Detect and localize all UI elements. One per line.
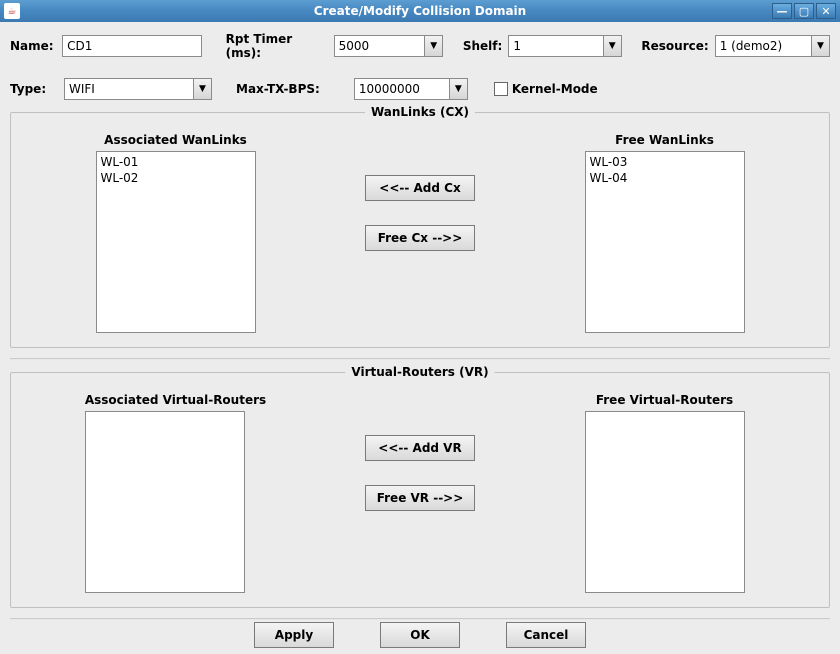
dialog-content: Name: Rpt Timer (ms): 5000 ▼ Shelf: 1 ▼ … (0, 22, 840, 654)
chevron-down-icon[interactable]: ▼ (449, 79, 467, 99)
minimize-button[interactable]: — (772, 3, 792, 19)
kernel-mode-checkbox[interactable]: Kernel-Mode (494, 82, 598, 96)
free-wanlinks-list[interactable]: WL-03WL-04 (585, 151, 745, 333)
wanlinks-buttons: <<-- Add Cx Free Cx -->> (365, 175, 475, 251)
divider (10, 358, 830, 360)
maximize-button[interactable]: ▢ (794, 3, 814, 19)
free-cx-button[interactable]: Free Cx -->> (365, 225, 475, 251)
free-vr-col: Free Virtual-Routers (585, 393, 745, 593)
checkbox-box[interactable] (494, 82, 508, 96)
rpt-timer-combo[interactable]: 5000 ▼ (334, 35, 444, 57)
assoc-vr-label: Associated Virtual-Routers (85, 393, 266, 407)
form-row-1: Name: Rpt Timer (ms): 5000 ▼ Shelf: 1 ▼ … (10, 32, 830, 60)
list-item[interactable]: WL-03 (590, 154, 740, 170)
maxtx-label: Max-TX-BPS: (236, 82, 320, 96)
resource-value: 1 (demo2) (716, 39, 811, 53)
free-wanlinks-label: Free WanLinks (585, 133, 745, 147)
vr-buttons: <<-- Add VR Free VR -->> (365, 435, 475, 511)
rpt-timer-value: 5000 (335, 39, 425, 53)
chevron-down-icon[interactable]: ▼ (603, 36, 621, 56)
maxtx-combo[interactable]: 10000000 ▼ (354, 78, 468, 100)
chevron-down-icon[interactable]: ▼ (424, 36, 442, 56)
close-button[interactable]: ✕ (816, 3, 836, 19)
maxtx-value: 10000000 (355, 82, 449, 96)
type-combo[interactable]: WIFI ▼ (64, 78, 212, 100)
vr-panel-title: Virtual-Routers (VR) (345, 365, 494, 379)
type-value: WIFI (65, 82, 193, 96)
kernel-mode-label: Kernel-Mode (512, 82, 598, 96)
assoc-vr-col: Associated Virtual-Routers (85, 393, 266, 593)
free-vr-button[interactable]: Free VR -->> (365, 485, 475, 511)
footer-buttons: Apply OK Cancel (0, 622, 840, 648)
assoc-vr-list[interactable] (85, 411, 245, 593)
cancel-button[interactable]: Cancel (506, 622, 586, 648)
wanlinks-panel: WanLinks (CX) Associated WanLinks WL-01W… (10, 112, 830, 348)
chevron-down-icon[interactable]: ▼ (811, 36, 829, 56)
assoc-wanlinks-col: Associated WanLinks WL-01WL-02 (96, 133, 256, 333)
add-vr-button[interactable]: <<-- Add VR (365, 435, 475, 461)
window-buttons: — ▢ ✕ (772, 3, 836, 19)
chevron-down-icon[interactable]: ▼ (193, 79, 211, 99)
form-row-2: Type: WIFI ▼ Max-TX-BPS: 10000000 ▼ Kern… (10, 78, 830, 100)
ok-button[interactable]: OK (380, 622, 460, 648)
window-title: Create/Modify Collision Domain (314, 4, 526, 18)
rpt-timer-label: Rpt Timer (ms): (226, 32, 328, 60)
assoc-wanlinks-list[interactable]: WL-01WL-02 (96, 151, 256, 333)
vr-panel: Virtual-Routers (VR) Associated Virtual-… (10, 372, 830, 608)
resource-combo[interactable]: 1 (demo2) ▼ (715, 35, 830, 57)
apply-button[interactable]: Apply (254, 622, 334, 648)
shelf-value: 1 (509, 39, 602, 53)
add-cx-button[interactable]: <<-- Add Cx (365, 175, 475, 201)
assoc-wanlinks-label: Associated WanLinks (96, 133, 256, 147)
shelf-combo[interactable]: 1 ▼ (508, 35, 621, 57)
title-bar: ☕ Create/Modify Collision Domain — ▢ ✕ (0, 0, 840, 22)
free-vr-list[interactable] (585, 411, 745, 593)
name-label: Name: (10, 39, 56, 53)
divider (10, 618, 830, 620)
list-item[interactable]: WL-02 (101, 170, 251, 186)
list-item[interactable]: WL-04 (590, 170, 740, 186)
free-wanlinks-col: Free WanLinks WL-03WL-04 (585, 133, 745, 333)
list-item[interactable]: WL-01 (101, 154, 251, 170)
type-label: Type: (10, 82, 58, 96)
wanlinks-panel-title: WanLinks (CX) (365, 105, 475, 119)
name-input[interactable] (62, 35, 202, 57)
java-icon: ☕ (4, 3, 20, 19)
free-vr-label: Free Virtual-Routers (585, 393, 745, 407)
shelf-label: Shelf: (463, 39, 502, 53)
resource-label: Resource: (641, 39, 708, 53)
